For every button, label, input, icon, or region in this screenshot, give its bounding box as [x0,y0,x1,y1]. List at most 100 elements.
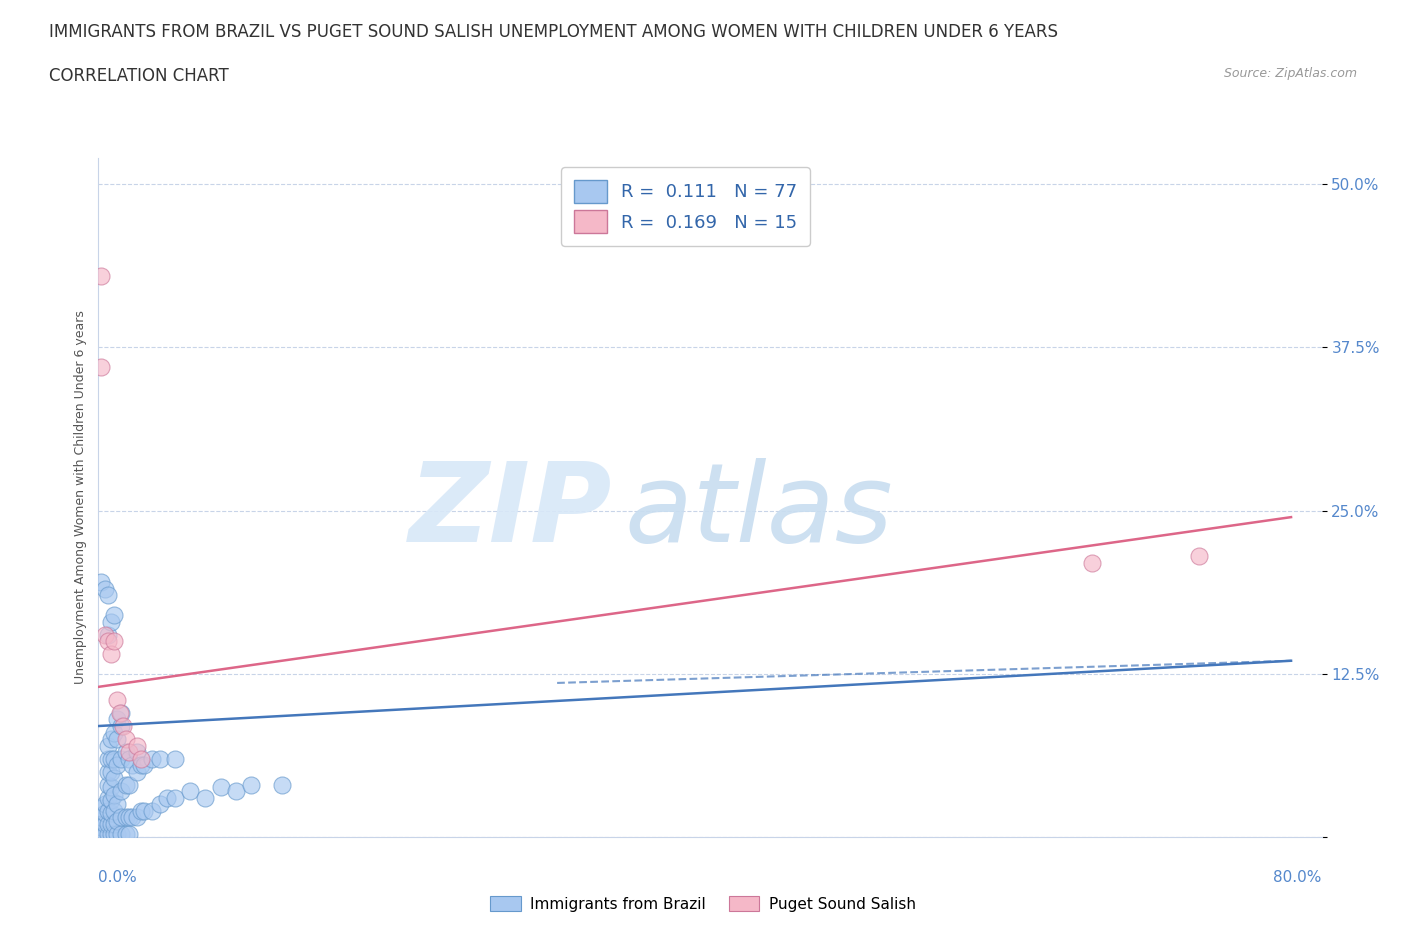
Point [121,810,143,825]
Text: 0.0%: 0.0% [98,870,138,884]
Point [97,627,120,642]
Point [90,360,112,375]
Point [118,777,141,792]
Point [93,627,115,642]
Point [118,827,141,842]
Point [118,745,141,760]
Point [110,751,132,766]
Point [90,801,112,816]
Point [125,810,148,825]
Point [97,777,120,792]
Point [105,732,128,747]
Point [93,806,115,821]
Point [93,827,115,842]
Point [103,751,125,766]
Point [163,790,186,805]
Point [125,745,148,760]
Point [97,764,120,779]
Point [97,817,120,831]
Point [115,810,138,825]
Point [118,810,141,825]
Text: atlas: atlas [624,458,893,565]
Point [129,751,152,766]
Point [100,614,122,629]
Point [134,758,156,773]
Point [105,758,128,773]
Point [103,633,125,648]
Y-axis label: Unemployment Among Women with Children Under 6 years: Unemployment Among Women with Children U… [75,311,87,684]
Point [97,738,120,753]
Point [110,784,132,799]
Point [103,607,125,622]
Point [100,780,122,795]
Point [93,581,115,596]
Legend: R =  0.111   N = 77, R =  0.169   N = 15: R = 0.111 N = 77, R = 0.169 N = 15 [561,167,810,246]
Point [156,790,179,805]
Point [100,827,122,842]
Point [103,804,125,818]
Point [115,777,138,792]
Point [105,712,128,727]
Point [97,790,120,805]
Point [93,817,115,831]
Point [105,814,128,829]
Point [225,784,247,799]
Point [100,646,122,661]
Text: IMMIGRANTS FROM BRAZIL VS PUGET SOUND SALISH UNEMPLOYMENT AMONG WOMEN WITH CHILD: IMMIGRANTS FROM BRAZIL VS PUGET SOUND SA… [49,23,1059,41]
Point [125,738,148,753]
Text: 80.0%: 80.0% [1274,870,1322,884]
Point [90,268,112,283]
Point [100,806,122,821]
Point [115,732,138,747]
Point [100,793,122,808]
Point [118,751,141,766]
Point [90,575,112,590]
Point [103,817,125,831]
Point [129,758,152,773]
Point [141,751,163,766]
Point [97,751,120,766]
Point [108,706,131,721]
Point [110,706,132,721]
Point [115,745,138,760]
Point [100,764,122,779]
Point [149,751,172,766]
Point [110,810,132,825]
Point [111,719,134,734]
Point [110,719,132,734]
Point [125,764,148,779]
Point [100,751,122,766]
Point [163,751,186,766]
Point [103,827,125,842]
Point [90,810,112,825]
Point [121,758,143,773]
Legend: Immigrants from Brazil, Puget Sound Salish: Immigrants from Brazil, Puget Sound Sali… [484,889,922,918]
Point [90,827,112,842]
Point [179,784,201,799]
Point [90,819,112,834]
Point [105,797,128,812]
Point [97,633,120,648]
Point [105,827,128,842]
Point [93,797,115,812]
Point [194,790,217,805]
Point [141,804,163,818]
Point [209,780,232,795]
Point [103,788,125,803]
Point [149,797,172,812]
Point [97,588,120,603]
Point [240,777,263,792]
Point [97,827,120,842]
Point [100,817,122,831]
Point [1081,555,1104,570]
Point [115,827,138,842]
Point [97,804,120,818]
Text: Source: ZipAtlas.com: Source: ZipAtlas.com [1223,67,1357,80]
Text: CORRELATION CHART: CORRELATION CHART [49,67,229,85]
Point [105,693,128,708]
Point [103,725,125,740]
Point [110,827,132,842]
Point [134,804,156,818]
Point [103,771,125,786]
Text: ZIP: ZIP [409,458,612,565]
